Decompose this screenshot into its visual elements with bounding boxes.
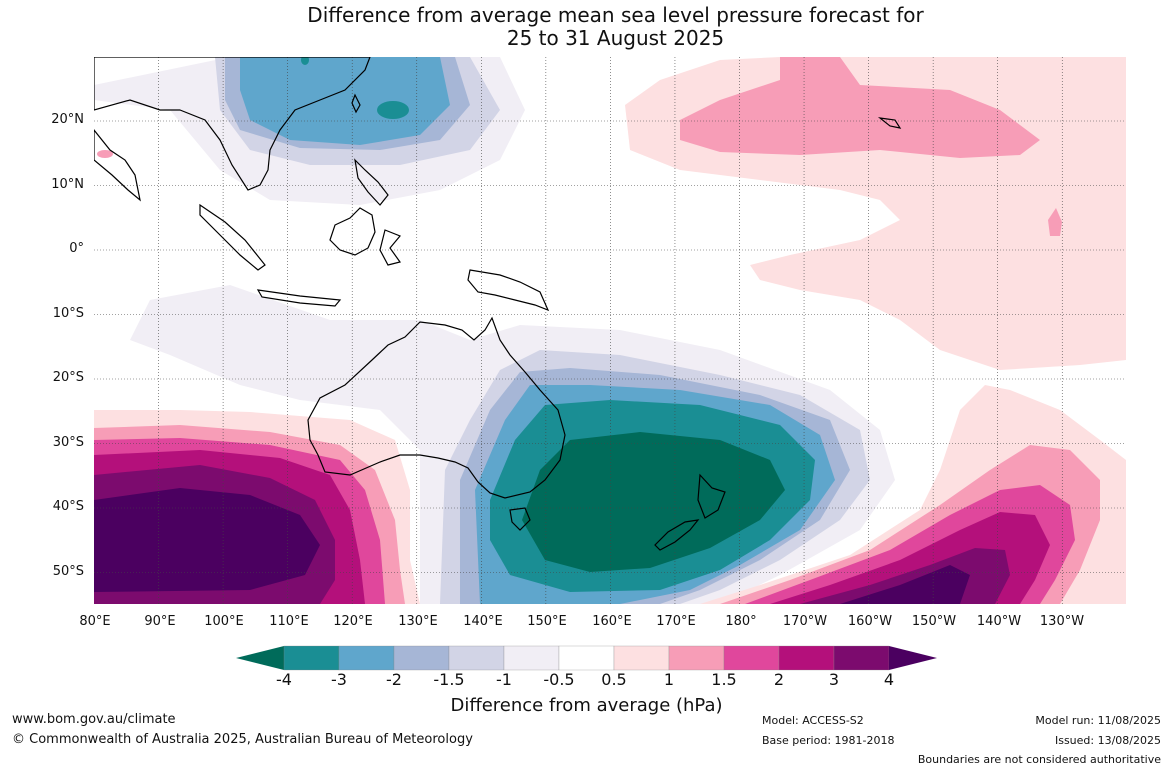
lat-label-20n: 20°N — [51, 112, 84, 127]
coastline-borneo — [329, 207, 376, 256]
lon-label-80e: 80°E — [79, 614, 111, 629]
contour-pos-sw-4 — [94, 488, 320, 592]
issued-date: Issued: 13/08/2025 — [1054, 734, 1161, 747]
lon-label-160e: 160°E — [592, 614, 632, 629]
lon-label-90e: 90°E — [144, 614, 176, 629]
legend-tick: 2 — [773, 670, 785, 689]
legend-tick: -4 — [276, 670, 292, 689]
lat-label-30s: 30°S — [52, 435, 84, 450]
copyright-text: © Commonwealth of Australia 2025, Austra… — [12, 732, 473, 747]
contour-neg-south-4 — [522, 432, 785, 572]
legend-swatch — [833, 645, 890, 671]
graticule — [94, 57, 1126, 604]
coastlines — [94, 57, 902, 551]
coastline-indochina — [94, 57, 371, 191]
coastline-sulawesi — [379, 229, 402, 266]
legend-tick: 1.5 — [711, 670, 737, 689]
legend-title: Difference from average (hPa) — [450, 695, 723, 716]
disclaimer: Boundaries are not considered authoritat… — [917, 753, 1161, 766]
contour-neg-north-2 — [240, 57, 450, 145]
model-run: Model run: 11/08/2025 — [1035, 714, 1161, 727]
model-name: Model: ACCESS-S2 — [762, 714, 864, 727]
coastline-java — [256, 289, 342, 307]
legend-tick: 4 — [883, 670, 895, 689]
lat-label-10s: 10°S — [52, 306, 84, 321]
lat-label-20s: 20°S — [52, 370, 84, 385]
lon-label-100e: 100°E — [204, 614, 244, 629]
legend-tick: 0.5 — [601, 670, 627, 689]
lon-label-120e: 120°E — [333, 614, 373, 629]
coastline-taiwan — [351, 93, 361, 114]
lat-label-40s: 40°S — [52, 499, 84, 514]
lon-label-130w: 130°W — [1039, 614, 1085, 629]
title-line-2: 25 to 31 August 2025 — [506, 26, 725, 50]
legend-swatch — [668, 645, 725, 671]
legend-swatch — [558, 645, 615, 671]
legend-swatch — [338, 645, 395, 671]
legend-tick: 1 — [663, 670, 675, 689]
contour-pos-small — [97, 150, 113, 158]
contour-pos-ne-1 — [680, 57, 1040, 158]
lon-label-130e: 130°E — [398, 614, 438, 629]
lon-label-170w: 170°W — [782, 614, 828, 629]
coastline-hawaii — [877, 117, 902, 129]
coastline-sumatra — [199, 203, 266, 271]
legend-tick: -2 — [386, 670, 402, 689]
lon-label-140w: 140°W — [976, 614, 1022, 629]
map-title: Difference from average mean sea level p… — [0, 4, 1173, 50]
coastline-nz-north — [697, 473, 726, 519]
lon-label-170e: 170°E — [656, 614, 696, 629]
legend-swatch — [613, 645, 670, 671]
lat-label-10n: 10°N — [51, 177, 84, 192]
coastline-nz-south — [654, 519, 700, 551]
base-period: Base period: 1981-2018 — [762, 734, 895, 747]
legend-arrow-high — [889, 646, 937, 670]
title-line-1: Difference from average mean sea level p… — [307, 3, 924, 27]
coastline-australia — [307, 316, 566, 499]
legend-swatch — [778, 645, 835, 671]
coastline-tasmania — [509, 507, 531, 531]
legend-tick: -0.5 — [543, 670, 575, 689]
legend-tick: 3 — [828, 670, 840, 689]
lon-label-140e: 140°E — [463, 614, 503, 629]
contour-neg-north-3 — [377, 101, 409, 119]
legend-swatch — [723, 645, 780, 671]
lon-label-150w: 150°W — [911, 614, 957, 629]
legend-swatch — [448, 645, 505, 671]
legend-swatch — [503, 645, 560, 671]
website-link[interactable]: www.bom.gov.au/climate — [12, 712, 176, 727]
lat-label-50s: 50°S — [52, 564, 84, 579]
lon-label-150e: 150°E — [527, 614, 567, 629]
legend-swatch — [283, 645, 340, 671]
legend-swatch — [393, 645, 450, 671]
legend-tick: -3 — [331, 670, 347, 689]
anomaly-contours — [94, 57, 1126, 604]
lon-label-160w: 160°W — [847, 614, 893, 629]
legend-tick: -1.5 — [433, 670, 465, 689]
lon-label-110e: 110°E — [269, 614, 309, 629]
contour-pos-se-4 — [840, 565, 970, 604]
coastline-philippines — [354, 158, 389, 206]
legend-swatches — [236, 645, 937, 671]
coastline-india — [94, 129, 141, 202]
contour-pos-ne-1b — [1048, 208, 1062, 236]
pressure-anomaly-map — [94, 57, 1126, 604]
contour-neg-north-4 — [301, 57, 309, 65]
coastline-new-guinea — [467, 269, 550, 312]
lon-label-180: 180° — [725, 614, 757, 629]
legend-arrow-low — [236, 646, 284, 670]
lat-label-0: 0° — [69, 241, 84, 256]
legend-tick: -1 — [496, 670, 512, 689]
